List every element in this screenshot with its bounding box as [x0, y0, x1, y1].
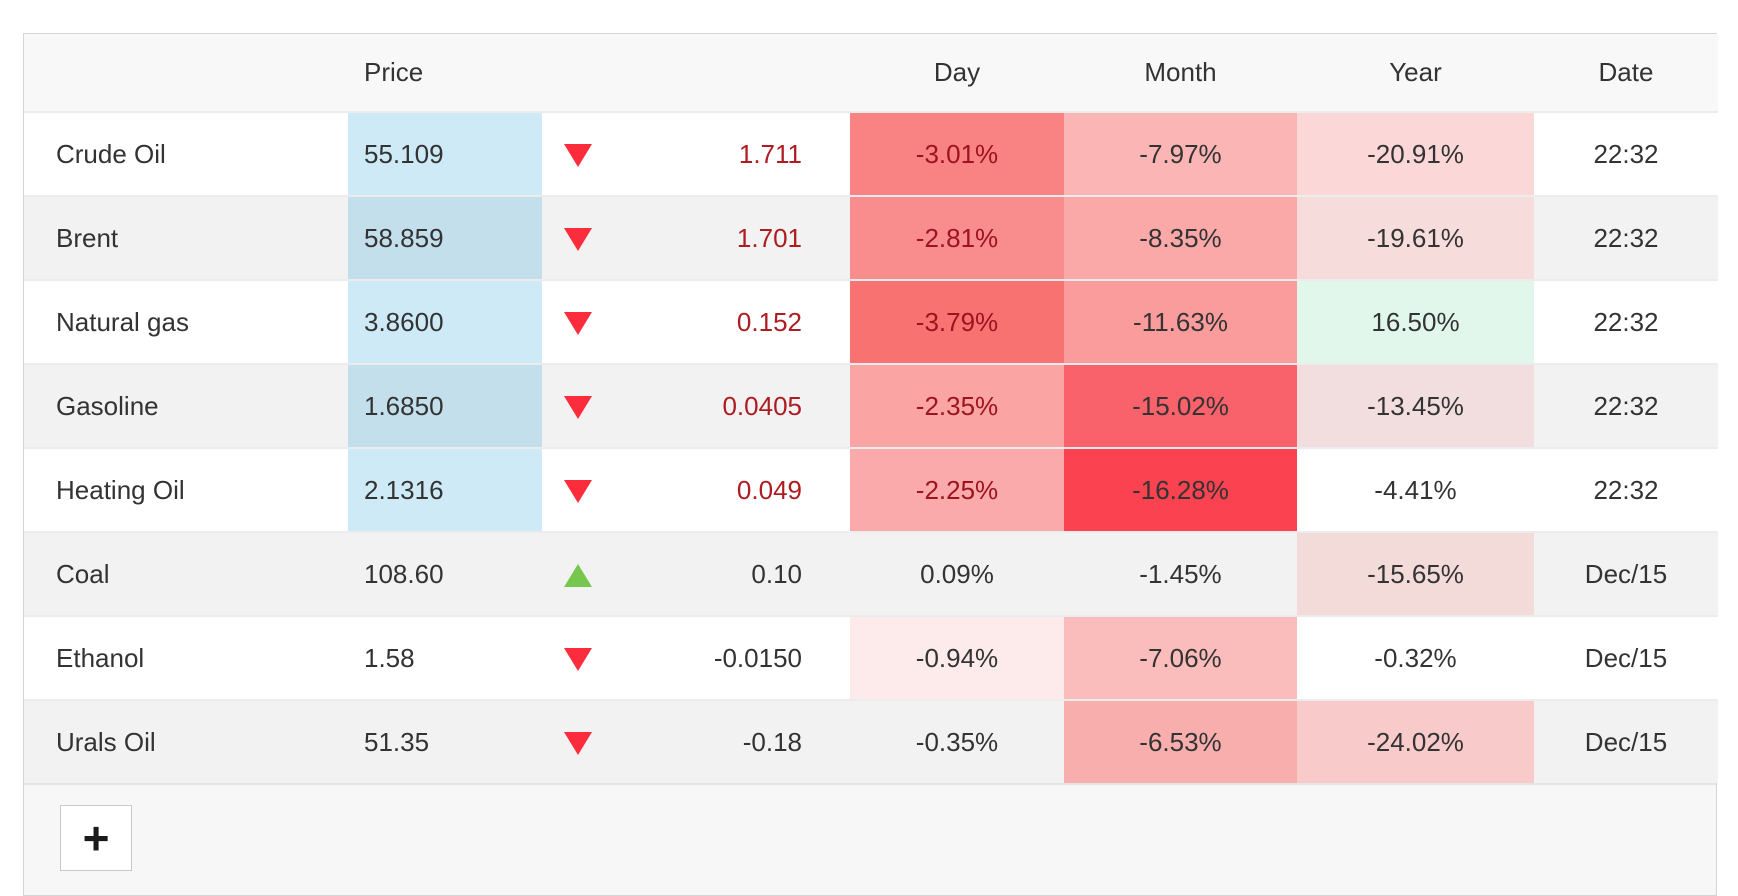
day-cell: -0.35%	[850, 699, 1064, 783]
direction-triangle-icon	[564, 228, 592, 252]
direction-triangle-icon	[564, 312, 592, 336]
date-cell: 22:32	[1534, 447, 1718, 532]
day-cell: -2.35%	[850, 363, 1064, 448]
month-cell: -15.02%	[1064, 363, 1297, 448]
change-cell: -0.18	[614, 699, 850, 783]
date-cell: 22:32	[1534, 111, 1718, 196]
change-cell: 0.10	[614, 531, 850, 616]
direction-cell	[542, 615, 614, 700]
header-change-spacer	[614, 34, 850, 112]
commodity-name-cell[interactable]: Natural gas	[24, 279, 348, 364]
commodity-name-cell[interactable]: Brent	[24, 195, 348, 280]
header-year: Year	[1297, 34, 1534, 112]
commodity-name-cell[interactable]: Crude Oil	[24, 111, 348, 196]
commodity-name-cell[interactable]: Coal	[24, 531, 348, 616]
day-cell: -0.94%	[850, 615, 1064, 700]
direction-cell	[542, 531, 614, 616]
change-cell: 0.049	[614, 447, 850, 532]
direction-cell	[542, 363, 614, 448]
commodities-panel: Price Day Month Year Date Crude Oil 55.1…	[23, 33, 1718, 896]
table-row: Crude Oil 55.109 1.711 -3.01% -7.97% -20…	[24, 111, 1718, 196]
change-cell: 0.152	[614, 279, 850, 364]
direction-cell	[542, 279, 614, 364]
direction-cell	[542, 195, 614, 280]
direction-cell	[542, 699, 614, 783]
day-cell: -3.01%	[850, 111, 1064, 196]
year-cell: -19.61%	[1297, 195, 1534, 280]
direction-cell	[542, 111, 614, 196]
direction-triangle-icon	[564, 732, 592, 756]
year-cell: 16.50%	[1297, 279, 1534, 364]
day-cell: 0.09%	[850, 531, 1064, 616]
month-cell: -8.35%	[1064, 195, 1297, 280]
direction-triangle-icon	[564, 564, 592, 588]
date-cell: Dec/15	[1534, 531, 1718, 616]
commodity-name-cell[interactable]: Ethanol	[24, 615, 348, 700]
price-cell: 1.58	[348, 615, 542, 700]
header-day: Day	[850, 34, 1064, 112]
direction-cell	[542, 447, 614, 532]
price-cell: 1.6850	[348, 363, 542, 448]
year-cell: -0.32%	[1297, 615, 1534, 700]
add-commodity-button[interactable]: +	[60, 805, 132, 871]
commodity-name-cell[interactable]: Gasoline	[24, 363, 348, 448]
table-row: Brent 58.859 1.701 -2.81% -8.35% -19.61%…	[24, 195, 1718, 280]
table-row: Coal 108.60 0.10 0.09% -1.45% -15.65% De…	[24, 531, 1718, 616]
month-cell: -1.45%	[1064, 531, 1297, 616]
day-cell: -3.79%	[850, 279, 1064, 364]
price-cell: 3.8600	[348, 279, 542, 364]
year-cell: -20.91%	[1297, 111, 1534, 196]
price-cell: 58.859	[348, 195, 542, 280]
header-arrow-spacer	[542, 34, 614, 112]
month-cell: -11.63%	[1064, 279, 1297, 364]
year-cell: -4.41%	[1297, 447, 1534, 532]
table-footer: +	[24, 783, 1716, 895]
commodity-name-cell[interactable]: Urals Oil	[24, 699, 348, 783]
table-row: Heating Oil 2.1316 0.049 -2.25% -16.28% …	[24, 447, 1718, 532]
header-price: Price	[348, 34, 542, 112]
month-cell: -6.53%	[1064, 699, 1297, 783]
date-cell: 22:32	[1534, 363, 1718, 448]
price-cell: 2.1316	[348, 447, 542, 532]
year-cell: -24.02%	[1297, 699, 1534, 783]
day-cell: -2.25%	[850, 447, 1064, 532]
day-cell: -2.81%	[850, 195, 1064, 280]
direction-triangle-icon	[564, 480, 592, 504]
commodity-name-cell[interactable]: Heating Oil	[24, 447, 348, 532]
table-header-row: Price Day Month Year Date	[24, 34, 1718, 112]
table-row: Ethanol 1.58 -0.0150 -0.94% -7.06% -0.32…	[24, 615, 1718, 700]
price-cell: 55.109	[348, 111, 542, 196]
table-row: Gasoline 1.6850 0.0405 -2.35% -15.02% -1…	[24, 363, 1718, 448]
year-cell: -13.45%	[1297, 363, 1534, 448]
table-row: Urals Oil 51.35 -0.18 -0.35% -6.53% -24.…	[24, 699, 1718, 783]
change-cell: 1.701	[614, 195, 850, 280]
direction-triangle-icon	[564, 648, 592, 672]
month-cell: -7.06%	[1064, 615, 1297, 700]
price-cell: 108.60	[348, 531, 542, 616]
change-cell: 0.0405	[614, 363, 850, 448]
header-month: Month	[1064, 34, 1297, 112]
date-cell: 22:32	[1534, 279, 1718, 364]
direction-triangle-icon	[564, 396, 592, 420]
year-cell: -15.65%	[1297, 531, 1534, 616]
commodities-table: Price Day Month Year Date Crude Oil 55.1…	[24, 34, 1718, 783]
direction-triangle-icon	[564, 144, 592, 168]
date-cell: Dec/15	[1534, 615, 1718, 700]
header-name	[24, 34, 348, 112]
table-row: Natural gas 3.8600 0.152 -3.79% -11.63% …	[24, 279, 1718, 364]
date-cell: 22:32	[1534, 195, 1718, 280]
price-cell: 51.35	[348, 699, 542, 783]
month-cell: -7.97%	[1064, 111, 1297, 196]
date-cell: Dec/15	[1534, 699, 1718, 783]
change-cell: -0.0150	[614, 615, 850, 700]
month-cell: -16.28%	[1064, 447, 1297, 532]
header-date: Date	[1534, 34, 1718, 112]
change-cell: 1.711	[614, 111, 850, 196]
